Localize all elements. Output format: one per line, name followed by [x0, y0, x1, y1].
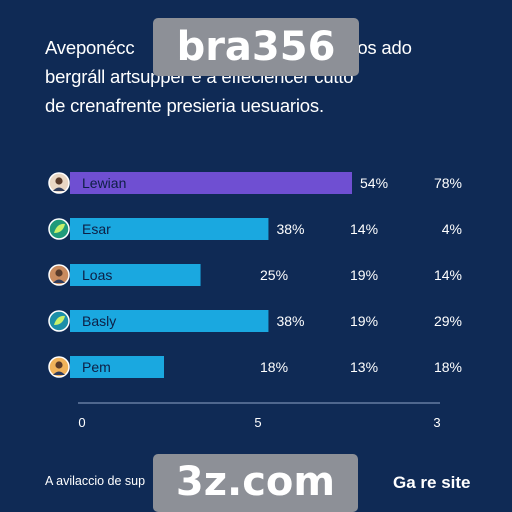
intro-line-1: Aveponécc fos ado — [45, 33, 485, 62]
avatar-leaf — [54, 315, 65, 325]
category-label: Loas — [82, 267, 112, 283]
avatar-head — [55, 361, 63, 369]
watermark-bottom: 3z.com — [153, 454, 358, 512]
intro-line-1-end: fos ado — [352, 37, 412, 58]
avatar-body — [53, 279, 65, 283]
x-tick-label: 3 — [433, 415, 440, 430]
avatar-leaf — [54, 223, 65, 233]
intro-line-3: de crenafrente presieria uesuarios. — [45, 95, 324, 116]
value-label: 19% — [350, 267, 378, 283]
value-label: 38% — [276, 221, 304, 237]
value-label: 19% — [350, 313, 378, 329]
category-label: Lewian — [82, 175, 126, 191]
value-label: 4% — [442, 221, 462, 237]
value-label: 25% — [260, 267, 288, 283]
value-label: 29% — [434, 313, 462, 329]
bar — [70, 356, 164, 378]
bar — [70, 310, 269, 332]
avatar-body — [53, 371, 65, 375]
bar — [70, 218, 269, 240]
value-label: 14% — [350, 221, 378, 237]
value-label: 54% — [360, 175, 388, 191]
category-label: Esar — [82, 221, 111, 237]
category-label: Basly — [82, 313, 116, 329]
category-label: Pem — [82, 359, 111, 375]
value-label: 18% — [260, 359, 288, 375]
watermark-top: bra356 — [153, 18, 359, 76]
value-label: 14% — [434, 267, 462, 283]
footer-brand[interactable]: Ga re site — [393, 473, 471, 492]
bar — [70, 264, 201, 286]
avatar-head — [55, 177, 63, 185]
value-label: 78% — [434, 175, 462, 191]
x-tick-label: 0 — [78, 415, 85, 430]
footer-note: A avilaccio de sup — [45, 474, 146, 488]
avatar-body — [53, 187, 65, 191]
bar — [70, 172, 352, 194]
intro-line-1-start: Aveponécc — [45, 37, 135, 58]
value-label: 18% — [434, 359, 462, 375]
x-tick-label: 5 — [254, 415, 261, 430]
avatar-head — [55, 269, 63, 277]
value-label: 13% — [350, 359, 378, 375]
value-label: 38% — [276, 313, 304, 329]
